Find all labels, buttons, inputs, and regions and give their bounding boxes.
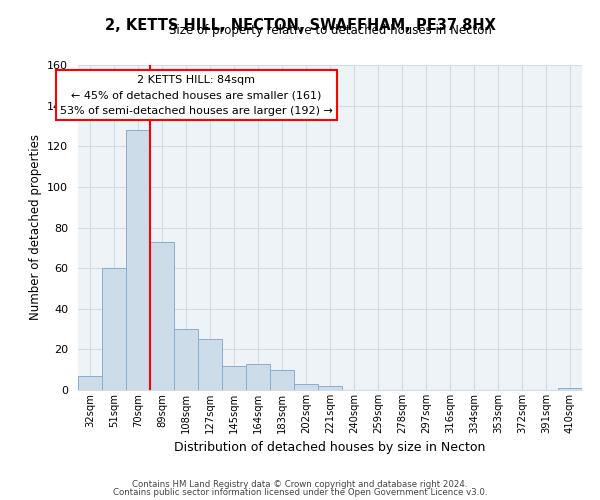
Bar	[294, 384, 318, 390]
Bar	[102, 268, 126, 390]
Bar	[222, 366, 246, 390]
Bar	[270, 370, 294, 390]
Text: Contains public sector information licensed under the Open Government Licence v3: Contains public sector information licen…	[113, 488, 487, 497]
Bar	[558, 388, 582, 390]
Bar	[78, 376, 102, 390]
Bar	[198, 339, 222, 390]
Title: Size of property relative to detached houses in Necton: Size of property relative to detached ho…	[169, 24, 491, 38]
Text: 2, KETTS HILL, NECTON, SWAFFHAM, PE37 8HX: 2, KETTS HILL, NECTON, SWAFFHAM, PE37 8H…	[104, 18, 496, 32]
X-axis label: Distribution of detached houses by size in Necton: Distribution of detached houses by size …	[175, 442, 485, 454]
Y-axis label: Number of detached properties: Number of detached properties	[29, 134, 41, 320]
Bar	[246, 364, 270, 390]
Text: Contains HM Land Registry data © Crown copyright and database right 2024.: Contains HM Land Registry data © Crown c…	[132, 480, 468, 489]
Bar	[174, 329, 198, 390]
Bar	[150, 242, 174, 390]
Bar	[318, 386, 342, 390]
Bar	[126, 130, 150, 390]
Text: 2 KETTS HILL: 84sqm
← 45% of detached houses are smaller (161)
53% of semi-detac: 2 KETTS HILL: 84sqm ← 45% of detached ho…	[60, 74, 333, 116]
